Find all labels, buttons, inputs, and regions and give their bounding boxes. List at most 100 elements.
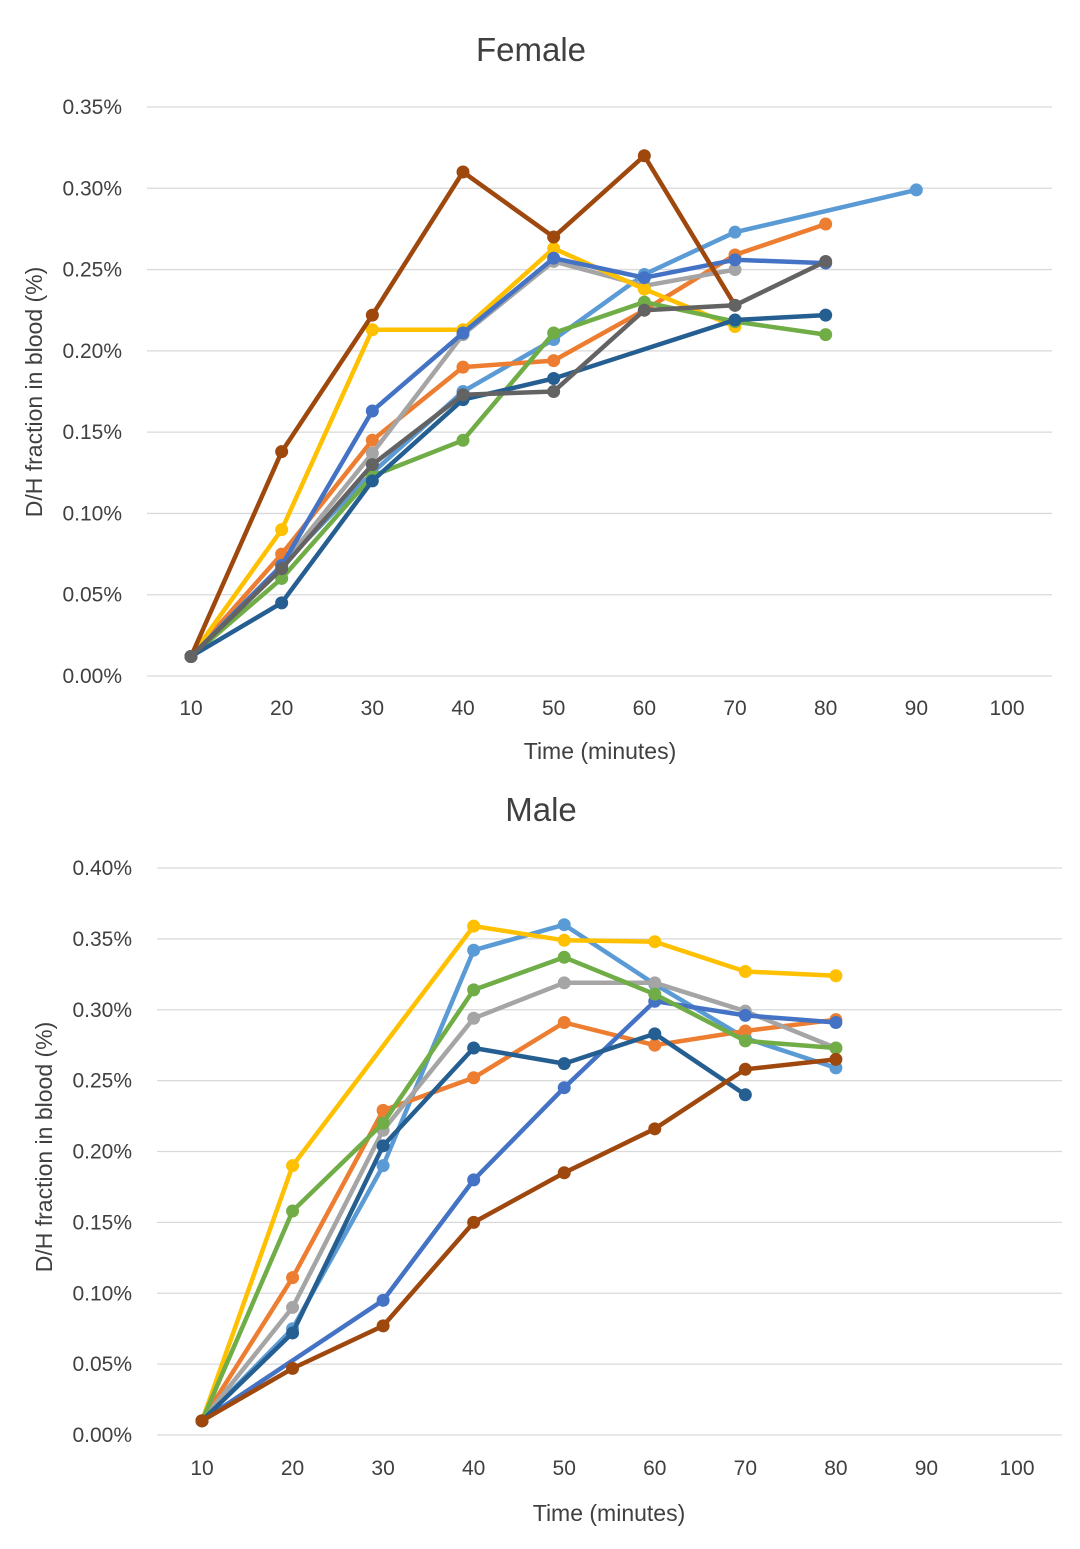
data-point — [456, 433, 470, 447]
x-tick-label: 10 — [190, 1457, 213, 1480]
male-chart-svg: Male 0.00% 0.05% 0.10% 0.15% 0.20% 0.25% 0.30%… — [31, 791, 1062, 1526]
data-point — [648, 987, 662, 1001]
data-point — [829, 969, 843, 983]
y-tick-label: 0.25% — [72, 1070, 132, 1093]
data-point — [547, 326, 561, 340]
data-point — [819, 328, 833, 342]
y-tick-label: 0.05% — [72, 1353, 132, 1376]
data-point — [557, 1016, 571, 1030]
x-tick-label: 60 — [633, 697, 656, 720]
x-tick-labels: 10 20 30 40 50 60 70 80 90 100 — [179, 697, 1024, 720]
data-point — [547, 385, 561, 398]
series-line — [188, 153, 738, 659]
data-point — [728, 225, 742, 239]
data-point — [819, 254, 833, 268]
y-tick-label: 0.00% — [62, 665, 122, 688]
data-point — [728, 298, 742, 312]
data-point — [376, 1293, 390, 1307]
data-point — [275, 523, 289, 537]
data-point — [365, 458, 379, 472]
data-point — [738, 964, 752, 978]
x-tick-label: 90 — [905, 697, 928, 720]
data-point — [728, 253, 742, 267]
data-point — [456, 360, 470, 374]
x-tick-label: 30 — [371, 1457, 394, 1480]
data-point — [275, 571, 289, 585]
data-point — [456, 388, 470, 402]
y-tick-labels: 0.00% 0.05% 0.10% 0.15% 0.20% 0.25% 0.30% 0.35% — [62, 96, 122, 688]
female-chart-svg: Female 0.00% 0.05% 0.10% 0.15% 0.20% 0.25% 0.3… — [21, 31, 1052, 764]
data-point — [467, 1215, 481, 1229]
data-point — [648, 976, 662, 990]
data-point — [557, 1057, 571, 1071]
data-point — [557, 950, 571, 964]
data-point — [829, 1052, 843, 1066]
data-point — [547, 241, 561, 255]
data-point — [467, 983, 481, 997]
x-tick-label: 70 — [723, 697, 746, 720]
data-point — [456, 326, 470, 340]
chart-title: Female — [476, 31, 586, 68]
y-tick-labels: 0.00% 0.05% 0.10% 0.15% 0.20% 0.25% 0.30% 0.35%… — [72, 857, 132, 1447]
y-tick-label: 0.35% — [72, 928, 132, 951]
data-point — [648, 1122, 662, 1136]
data-point — [738, 1024, 752, 1038]
data-point — [738, 1008, 752, 1022]
y-axis-title: D/H fraction in blood (%) — [21, 267, 47, 518]
x-tick-labels: 10 20 30 40 50 60 70 80 90 100 — [190, 1457, 1034, 1480]
data-point — [286, 1159, 300, 1173]
x-tick-label: 90 — [915, 1457, 938, 1480]
data-point — [557, 933, 571, 947]
x-tick-label: 10 — [179, 697, 202, 720]
data-point — [195, 1414, 209, 1428]
data-point — [467, 1071, 481, 1085]
data-point — [275, 596, 289, 610]
female-chart: Female 0.00% 0.05% 0.10% 0.15% 0.20% 0.25% 0.3… — [0, 0, 1080, 770]
data-point — [637, 149, 651, 163]
data-point — [275, 562, 289, 576]
data-point — [557, 918, 571, 932]
y-tick-label: 0.20% — [62, 340, 122, 363]
data-point — [547, 230, 561, 244]
data-point — [286, 1204, 300, 1218]
y-tick-label: 0.05% — [62, 584, 122, 607]
y-tick-label: 0.20% — [72, 1141, 132, 1164]
data-point — [275, 445, 289, 459]
data-series — [195, 918, 843, 1428]
data-point — [819, 308, 833, 322]
data-point — [738, 1034, 752, 1048]
series-line — [188, 259, 828, 659]
data-point — [637, 282, 651, 296]
x-axis-title: Time (minutes) — [533, 1500, 686, 1526]
y-tick-label: 0.25% — [62, 259, 122, 282]
data-point — [819, 217, 833, 231]
y-tick-label: 0.35% — [62, 96, 122, 119]
x-tick-label: 80 — [824, 1457, 847, 1480]
data-point — [829, 1016, 843, 1030]
x-tick-label: 20 — [270, 697, 293, 720]
data-point — [184, 649, 198, 663]
series-line — [199, 1057, 839, 1424]
data-point — [365, 323, 379, 337]
data-point — [648, 1038, 662, 1052]
data-point — [648, 935, 662, 949]
gridlines — [157, 867, 1062, 1436]
data-point — [909, 183, 923, 197]
x-tick-label: 40 — [451, 697, 474, 720]
x-tick-label: 40 — [462, 1457, 485, 1480]
data-point — [376, 1116, 390, 1130]
data-point — [376, 1319, 390, 1333]
data-series — [184, 254, 833, 663]
x-axis-title: Time (minutes) — [524, 738, 677, 764]
data-point — [557, 976, 571, 990]
x-tick-label: 60 — [643, 1457, 666, 1480]
data-point — [467, 943, 481, 957]
y-axis-title: D/H fraction in blood (%) — [31, 1022, 57, 1273]
data-point — [365, 404, 379, 418]
series-line — [199, 955, 839, 1424]
data-point — [637, 303, 651, 317]
data-series — [195, 919, 843, 1428]
data-point — [547, 251, 561, 265]
y-tick-label: 0.10% — [72, 1282, 132, 1305]
series-line — [199, 980, 839, 1424]
